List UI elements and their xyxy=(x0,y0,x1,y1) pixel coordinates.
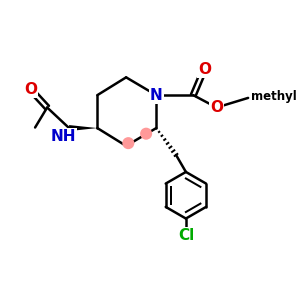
Polygon shape xyxy=(69,125,97,131)
Text: methyl: methyl xyxy=(251,90,297,103)
Text: N: N xyxy=(150,88,163,103)
Text: O: O xyxy=(198,61,211,76)
Text: NH: NH xyxy=(50,129,76,144)
Text: Cl: Cl xyxy=(178,228,194,243)
Text: O: O xyxy=(24,82,37,97)
Circle shape xyxy=(140,128,152,140)
Circle shape xyxy=(122,137,134,149)
Text: O: O xyxy=(210,100,223,115)
